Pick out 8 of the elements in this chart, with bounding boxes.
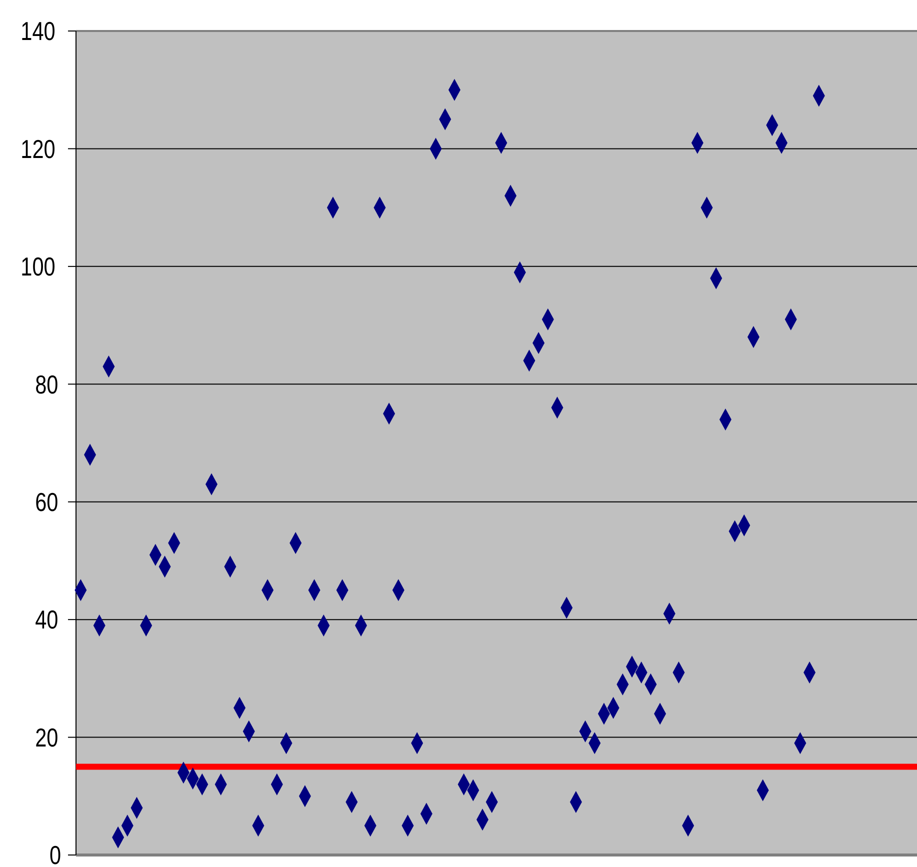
y-tick-label: 140 (20, 16, 56, 46)
y-tick-label: 0 (50, 840, 62, 867)
y-tick-label: 60 (35, 488, 58, 516)
y-tick-label: 100 (20, 252, 56, 282)
y-tick-label: 80 (35, 370, 58, 399)
y-tick-label: 20 (35, 723, 58, 752)
y-tick-label: 120 (20, 134, 56, 164)
y-tick-label: 40 (35, 605, 58, 634)
